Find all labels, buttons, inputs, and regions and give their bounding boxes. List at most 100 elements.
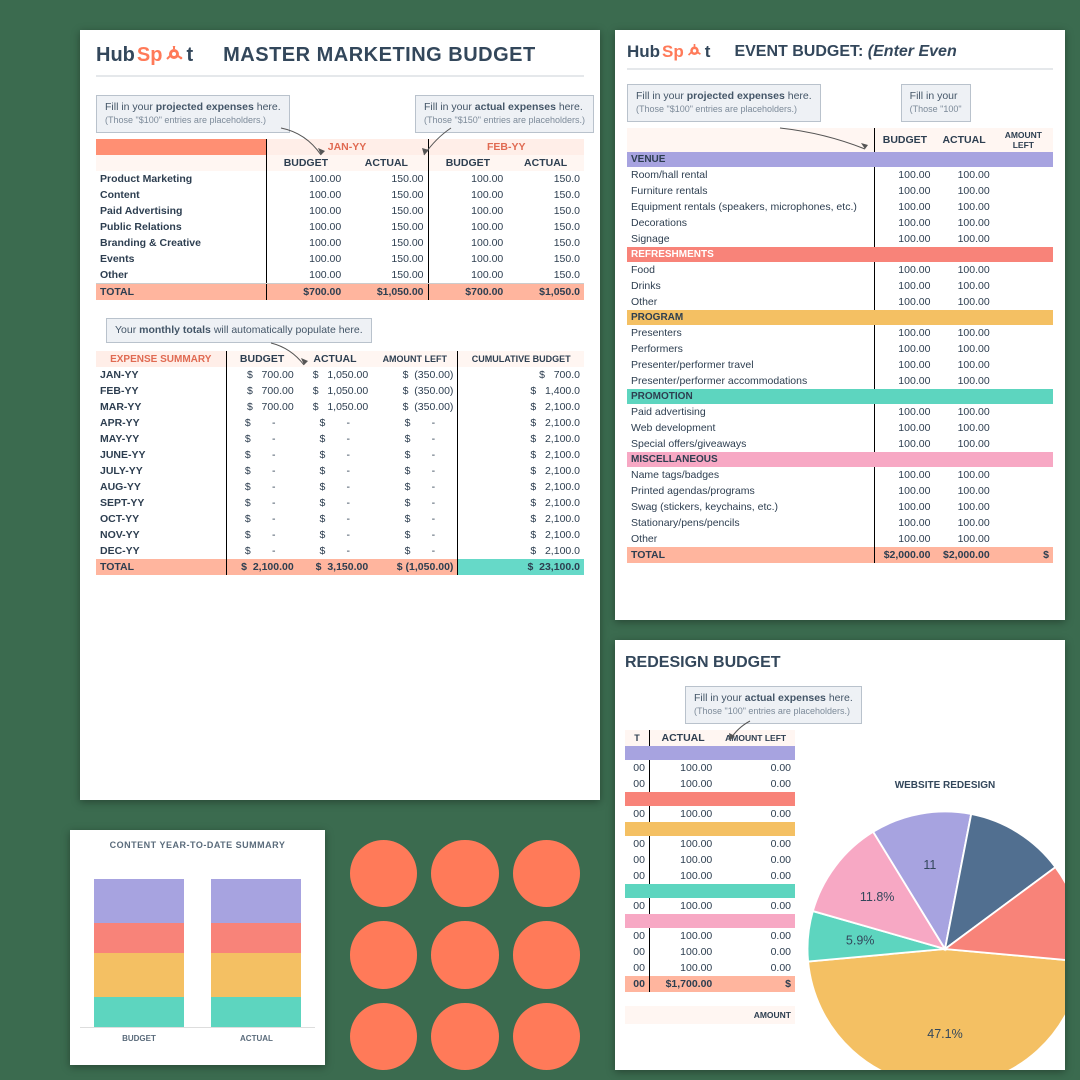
chart-title: CONTENT YEAR-TO-DATE SUMMARY	[80, 840, 315, 850]
section-header	[625, 822, 795, 836]
table-row: Paid advertising100.00100.00	[627, 404, 1053, 420]
table-row: Swag (stickers, keychains, etc.)100.0010…	[627, 499, 1053, 515]
table-row: Other100.00100.00	[627, 294, 1053, 310]
table-row: Public Relations100.00150.00100.00150.0	[96, 219, 584, 235]
table-row: Other100.00150.00100.00150.0	[96, 267, 584, 284]
hubspot-logo: HubSpt	[627, 42, 710, 62]
callout-monthly-totals: Your monthly totals will automatically p…	[106, 318, 372, 343]
pie-chart: WEBSITE REDESIGN 47.1%5.9%11.8%11	[785, 780, 1065, 1070]
table-row: 00100.000.00	[625, 760, 795, 776]
table-row: 00100.000.00	[625, 944, 795, 960]
table-row: Special offers/giveaways100.00100.00	[627, 436, 1053, 452]
bar-segment	[94, 879, 184, 923]
table-row: APR-YY$ -$ -$ -$ 2,100.0	[96, 415, 584, 431]
callout-projected: Fill in your projected expenses here. (T…	[96, 95, 290, 133]
redesign-budget-panel: REDESIGN BUDGET Fill in your actual expe…	[615, 640, 1065, 1070]
bar-segment	[94, 923, 184, 953]
bar-actual	[211, 879, 301, 1027]
table-row: Printed agendas/programs100.00100.00	[627, 483, 1053, 499]
table-row: 00100.000.00	[625, 928, 795, 944]
bar-segment	[94, 953, 184, 997]
table-row: 00100.000.00	[625, 960, 795, 976]
section-header	[625, 792, 795, 806]
table-row: Presenter/performer travel100.00100.00	[627, 357, 1053, 373]
arrow-icon	[725, 718, 765, 746]
event-budget-table: BUDGET ACTUAL AMOUNT LEFT VENUERoom/hall…	[627, 128, 1053, 563]
table-row: 00100.000.00	[625, 868, 795, 884]
col-header: EXPENSE SUMMARY	[96, 351, 226, 367]
table-row: Performers100.00100.00	[627, 341, 1053, 357]
table-row: Product Marketing100.00150.00100.00150.0	[96, 171, 584, 187]
bar-segment	[94, 997, 184, 1027]
hubspot-logo: HubSpt	[96, 44, 193, 67]
arrow-icon	[276, 123, 336, 163]
callout-projected: Fill in your projected expenses here. (T…	[627, 84, 821, 122]
table-row: 00100.000.00	[625, 898, 795, 914]
table-row: NOV-YY$ -$ -$ -$ 2,100.0	[96, 527, 584, 543]
col-header: ACTUAL	[934, 128, 993, 152]
logo-text: Hub	[96, 44, 135, 67]
sprocket-icon	[164, 46, 184, 66]
axis-label: ACTUAL	[240, 1034, 273, 1043]
col-header: CUMULATIVE BUDGET	[458, 351, 584, 367]
table-row: JULY-YY$ -$ -$ -$ 2,100.0	[96, 463, 584, 479]
arrow-icon	[416, 123, 476, 163]
page-title: REDESIGN BUDGET	[625, 654, 1055, 672]
content-ytd-panel: CONTENT YEAR-TO-DATE SUMMARY BUDGET ACTU…	[70, 830, 325, 1065]
table-row: SEPT-YY$ -$ -$ -$ 2,100.0	[96, 495, 584, 511]
callout-partial: Fill in your(Those "100"	[901, 84, 971, 122]
section-header: MISCELLANEOUS	[627, 452, 1053, 467]
table-row: Room/hall rental100.00100.00	[627, 167, 1053, 183]
col-header: AMOUNT LEFT	[994, 128, 1053, 152]
table-row: Other100.00100.00	[627, 531, 1053, 547]
chart-title: WEBSITE REDESIGN	[785, 780, 1065, 791]
table-row: Paid Advertising100.00150.00100.00150.0	[96, 203, 584, 219]
redesign-table: T ACTUAL AMOUNT LEFT 00100.000.0000100.0…	[625, 730, 795, 992]
table-row: 00100.000.00	[625, 836, 795, 852]
sprocket-icon	[686, 44, 703, 61]
expense-summary-table: EXPENSE SUMMARY BUDGET ACTUAL AMOUNT LEF…	[96, 351, 584, 575]
callout-actual: Fill in your actual expenses here. (Thos…	[685, 686, 862, 724]
page-title: EVENT BUDGET: (Enter Even	[734, 43, 956, 61]
table-row: JAN-YY$ 700.00$ 1,050.00$ (350.00)$ 700.…	[96, 367, 584, 383]
bar-segment	[211, 879, 301, 923]
stacked-bar-chart	[80, 858, 315, 1028]
table-row: OCT-YY$ -$ -$ -$ 2,100.0	[96, 511, 584, 527]
table-row: Web development100.00100.00	[627, 420, 1053, 436]
col-header: ACTUAL	[507, 155, 584, 171]
table-row: Branding & Creative100.00150.00100.00150…	[96, 235, 584, 251]
section-header: REFRESHMENTS	[627, 247, 1053, 262]
table-row: Furniture rentals100.00100.00	[627, 183, 1053, 199]
col-header: ACTUAL	[649, 730, 716, 746]
table-row: Name tags/badges100.00100.00	[627, 467, 1053, 483]
arrow-icon	[266, 340, 316, 370]
bar-segment	[211, 923, 301, 953]
budget-by-category-table: JAN-YY FEB-YY BUDGET ACTUAL BUDGET ACTUA…	[96, 139, 584, 300]
logo-text: Sp	[137, 44, 163, 67]
section-header	[625, 884, 795, 898]
table-row: MAR-YY$ 700.00$ 1,050.00$ (350.00)$ 2,10…	[96, 399, 584, 415]
page-title: MASTER MARKETING BUDGET	[223, 44, 536, 67]
bar-segment	[211, 997, 301, 1027]
bar-segment	[211, 953, 301, 997]
svg-text:5.9%: 5.9%	[846, 934, 875, 948]
master-budget-panel: HubSpt MASTER MARKETING BUDGET Fill in y…	[80, 30, 600, 800]
table-row: Drinks100.00100.00	[627, 278, 1053, 294]
table-row: Events100.00150.00100.00150.0	[96, 251, 584, 267]
table-row: DEC-YY$ -$ -$ -$ 2,100.0	[96, 543, 584, 559]
section-header	[625, 914, 795, 928]
table-row: MAY-YY$ -$ -$ -$ 2,100.0	[96, 431, 584, 447]
table-row: Presenters100.00100.00	[627, 325, 1053, 341]
table-row: AUG-YY$ -$ -$ -$ 2,100.0	[96, 479, 584, 495]
table-row: FEB-YY$ 700.00$ 1,050.00$ (350.00)$ 1,40…	[96, 383, 584, 399]
col-header: AMOUNT	[625, 1006, 795, 1024]
table-row: JUNE-YY$ -$ -$ -$ 2,100.0	[96, 447, 584, 463]
axis-label: BUDGET	[122, 1034, 156, 1043]
svg-text:47.1%: 47.1%	[927, 1027, 962, 1041]
section-header: PROMOTION	[627, 389, 1053, 404]
table-row: Signage100.00100.00	[627, 231, 1053, 247]
table-row: Equipment rentals (speakers, microphones…	[627, 199, 1053, 215]
table-row: Stationary/pens/pencils100.00100.00	[627, 515, 1053, 531]
bar-budget	[94, 879, 184, 1027]
logo-text: t	[186, 44, 193, 67]
